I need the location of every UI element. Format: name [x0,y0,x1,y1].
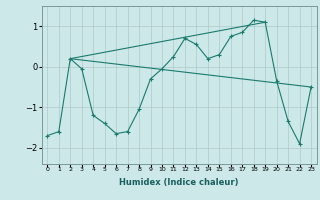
X-axis label: Humidex (Indice chaleur): Humidex (Indice chaleur) [119,178,239,187]
